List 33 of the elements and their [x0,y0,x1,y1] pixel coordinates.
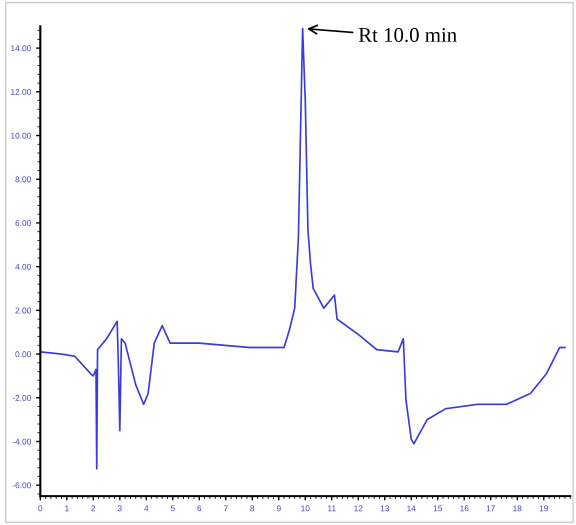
x-tick-label: 19 [540,505,548,512]
y-tick-label: 0.00 [15,351,31,358]
x-tick-label: 18 [513,505,522,512]
y-tick-label: 6.00 [16,220,31,226]
x-tick-label: 1 [65,505,69,512]
annotation: Rt 10.0 min [358,28,457,42]
x-tick-label: 14 [407,505,416,512]
x-tick-label: 4 [144,505,148,512]
y-tick-label: -2.00 [12,394,31,401]
x-tick-label: 15 [434,505,442,512]
y-tick-label: -4.00 [12,438,31,445]
y-tick-label: -6.00 [12,482,31,488]
x-tick-label: 0 [38,505,42,512]
x-tick-label: 2 [91,505,96,512]
x-tick-label: 11 [328,505,336,512]
line-series [40,28,566,470]
x-tick-label: 8 [250,505,254,512]
x-tick-label: 13 [380,505,390,512]
x-tick-label: 16 [460,505,469,512]
x-tick-label: 3 [118,505,122,512]
y-tick-label: 8.00 [15,176,31,182]
x-tick-label: 10 [301,505,310,512]
y-tick-label: 4.00 [15,264,31,270]
x-tick-label: 5 [170,505,175,512]
x-tick-label: 17 [486,505,495,512]
x-tick-label: 6 [197,505,202,512]
y-tick-label: 14.00 [11,45,31,52]
y-tick-label: 2.00 [15,308,31,314]
y-tick-label: 12.00 [11,89,31,95]
y-tick-label: 10.00 [11,132,31,139]
x-tick-label: 9 [276,505,281,512]
x-tick-label: 12 [354,505,362,512]
x-tick-label: 7 [224,505,228,512]
